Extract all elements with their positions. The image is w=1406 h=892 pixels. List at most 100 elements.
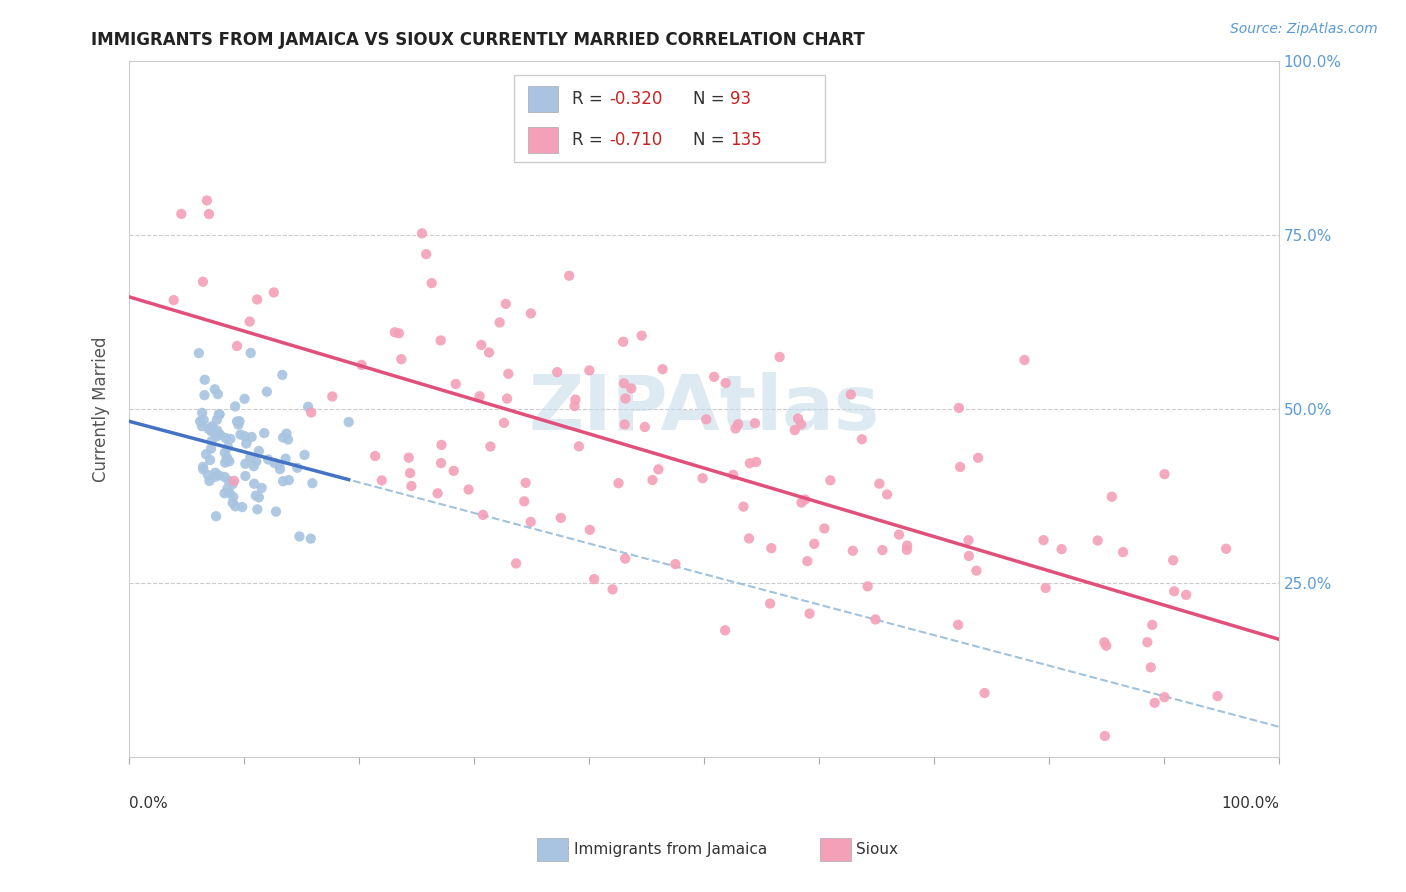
Point (515, 475, 537, 490)
Point (201, 419, 224, 434)
Point (198, 474, 221, 488)
Point (214, 431, 236, 445)
Point (790, 417, 813, 432)
Text: -0.320: -0.320 (610, 90, 664, 109)
Point (799, 607, 821, 621)
Point (714, 624, 737, 638)
Text: 100.0%: 100.0% (1220, 796, 1279, 811)
Point (1175, 588, 1198, 602)
Point (398, 450, 420, 465)
Point (271, 474, 294, 488)
Point (195, 194, 218, 208)
Point (221, 477, 243, 491)
Point (444, 376, 467, 391)
Point (721, 467, 744, 482)
Point (229, 427, 252, 442)
Point (235, 436, 257, 450)
Point (221, 496, 243, 510)
Point (205, 413, 228, 427)
Point (813, 521, 835, 535)
Point (205, 423, 228, 437)
Point (321, 389, 343, 403)
Point (256, 384, 278, 399)
Point (198, 453, 221, 467)
Point (896, 542, 918, 557)
Point (727, 417, 749, 432)
Text: 93: 93 (731, 90, 752, 109)
Point (1014, 353, 1036, 368)
Point (896, 539, 918, 553)
Point (496, 392, 519, 406)
Text: Immigrants from Jamaica: Immigrants from Jamaica (574, 842, 766, 856)
Point (790, 495, 813, 509)
Point (695, 412, 717, 426)
Point (231, 500, 253, 515)
Point (239, 450, 262, 465)
Point (276, 426, 298, 441)
Text: N =: N = (693, 131, 730, 149)
FancyBboxPatch shape (529, 87, 558, 112)
Point (193, 388, 215, 402)
Point (193, 462, 215, 476)
Point (197, 468, 219, 483)
Point (215, 452, 238, 467)
Point (647, 462, 669, 476)
Point (1095, 639, 1118, 653)
Text: 135: 135 (731, 131, 762, 149)
Point (426, 486, 449, 500)
Point (194, 373, 217, 387)
Point (787, 411, 810, 425)
Point (430, 438, 453, 452)
Point (263, 456, 285, 470)
Point (973, 686, 995, 700)
Point (703, 369, 725, 384)
Point (724, 421, 747, 435)
Point (200, 425, 222, 439)
Point (468, 389, 491, 403)
Point (614, 551, 637, 566)
Point (204, 466, 226, 480)
Point (235, 469, 257, 483)
Point (224, 474, 246, 488)
Point (607, 476, 630, 491)
Point (1153, 690, 1175, 705)
Point (217, 481, 239, 495)
Point (872, 543, 894, 558)
Point (224, 500, 246, 514)
Point (411, 227, 433, 241)
Point (297, 400, 319, 414)
Point (204, 469, 226, 483)
Point (299, 532, 322, 546)
Point (245, 489, 267, 503)
Point (957, 533, 980, 548)
Point (215, 450, 238, 465)
Point (277, 433, 299, 447)
Point (239, 314, 262, 328)
Point (568, 439, 591, 453)
Point (738, 456, 761, 470)
Point (457, 483, 479, 497)
Point (415, 247, 437, 261)
Point (264, 505, 287, 519)
Point (1163, 584, 1185, 599)
Point (218, 454, 240, 468)
Point (1112, 545, 1135, 559)
Point (578, 523, 600, 537)
FancyBboxPatch shape (529, 128, 558, 153)
Point (495, 297, 517, 311)
FancyBboxPatch shape (537, 838, 568, 861)
Point (263, 285, 285, 300)
Point (399, 466, 422, 480)
Point (868, 476, 890, 491)
Point (233, 429, 256, 443)
Point (269, 462, 291, 476)
Point (224, 400, 246, 414)
Point (233, 392, 256, 406)
Point (1035, 581, 1057, 595)
Point (470, 338, 492, 352)
Point (967, 450, 990, 465)
Point (200, 434, 222, 449)
Point (208, 468, 231, 483)
Point (803, 537, 825, 551)
Point (965, 564, 987, 578)
